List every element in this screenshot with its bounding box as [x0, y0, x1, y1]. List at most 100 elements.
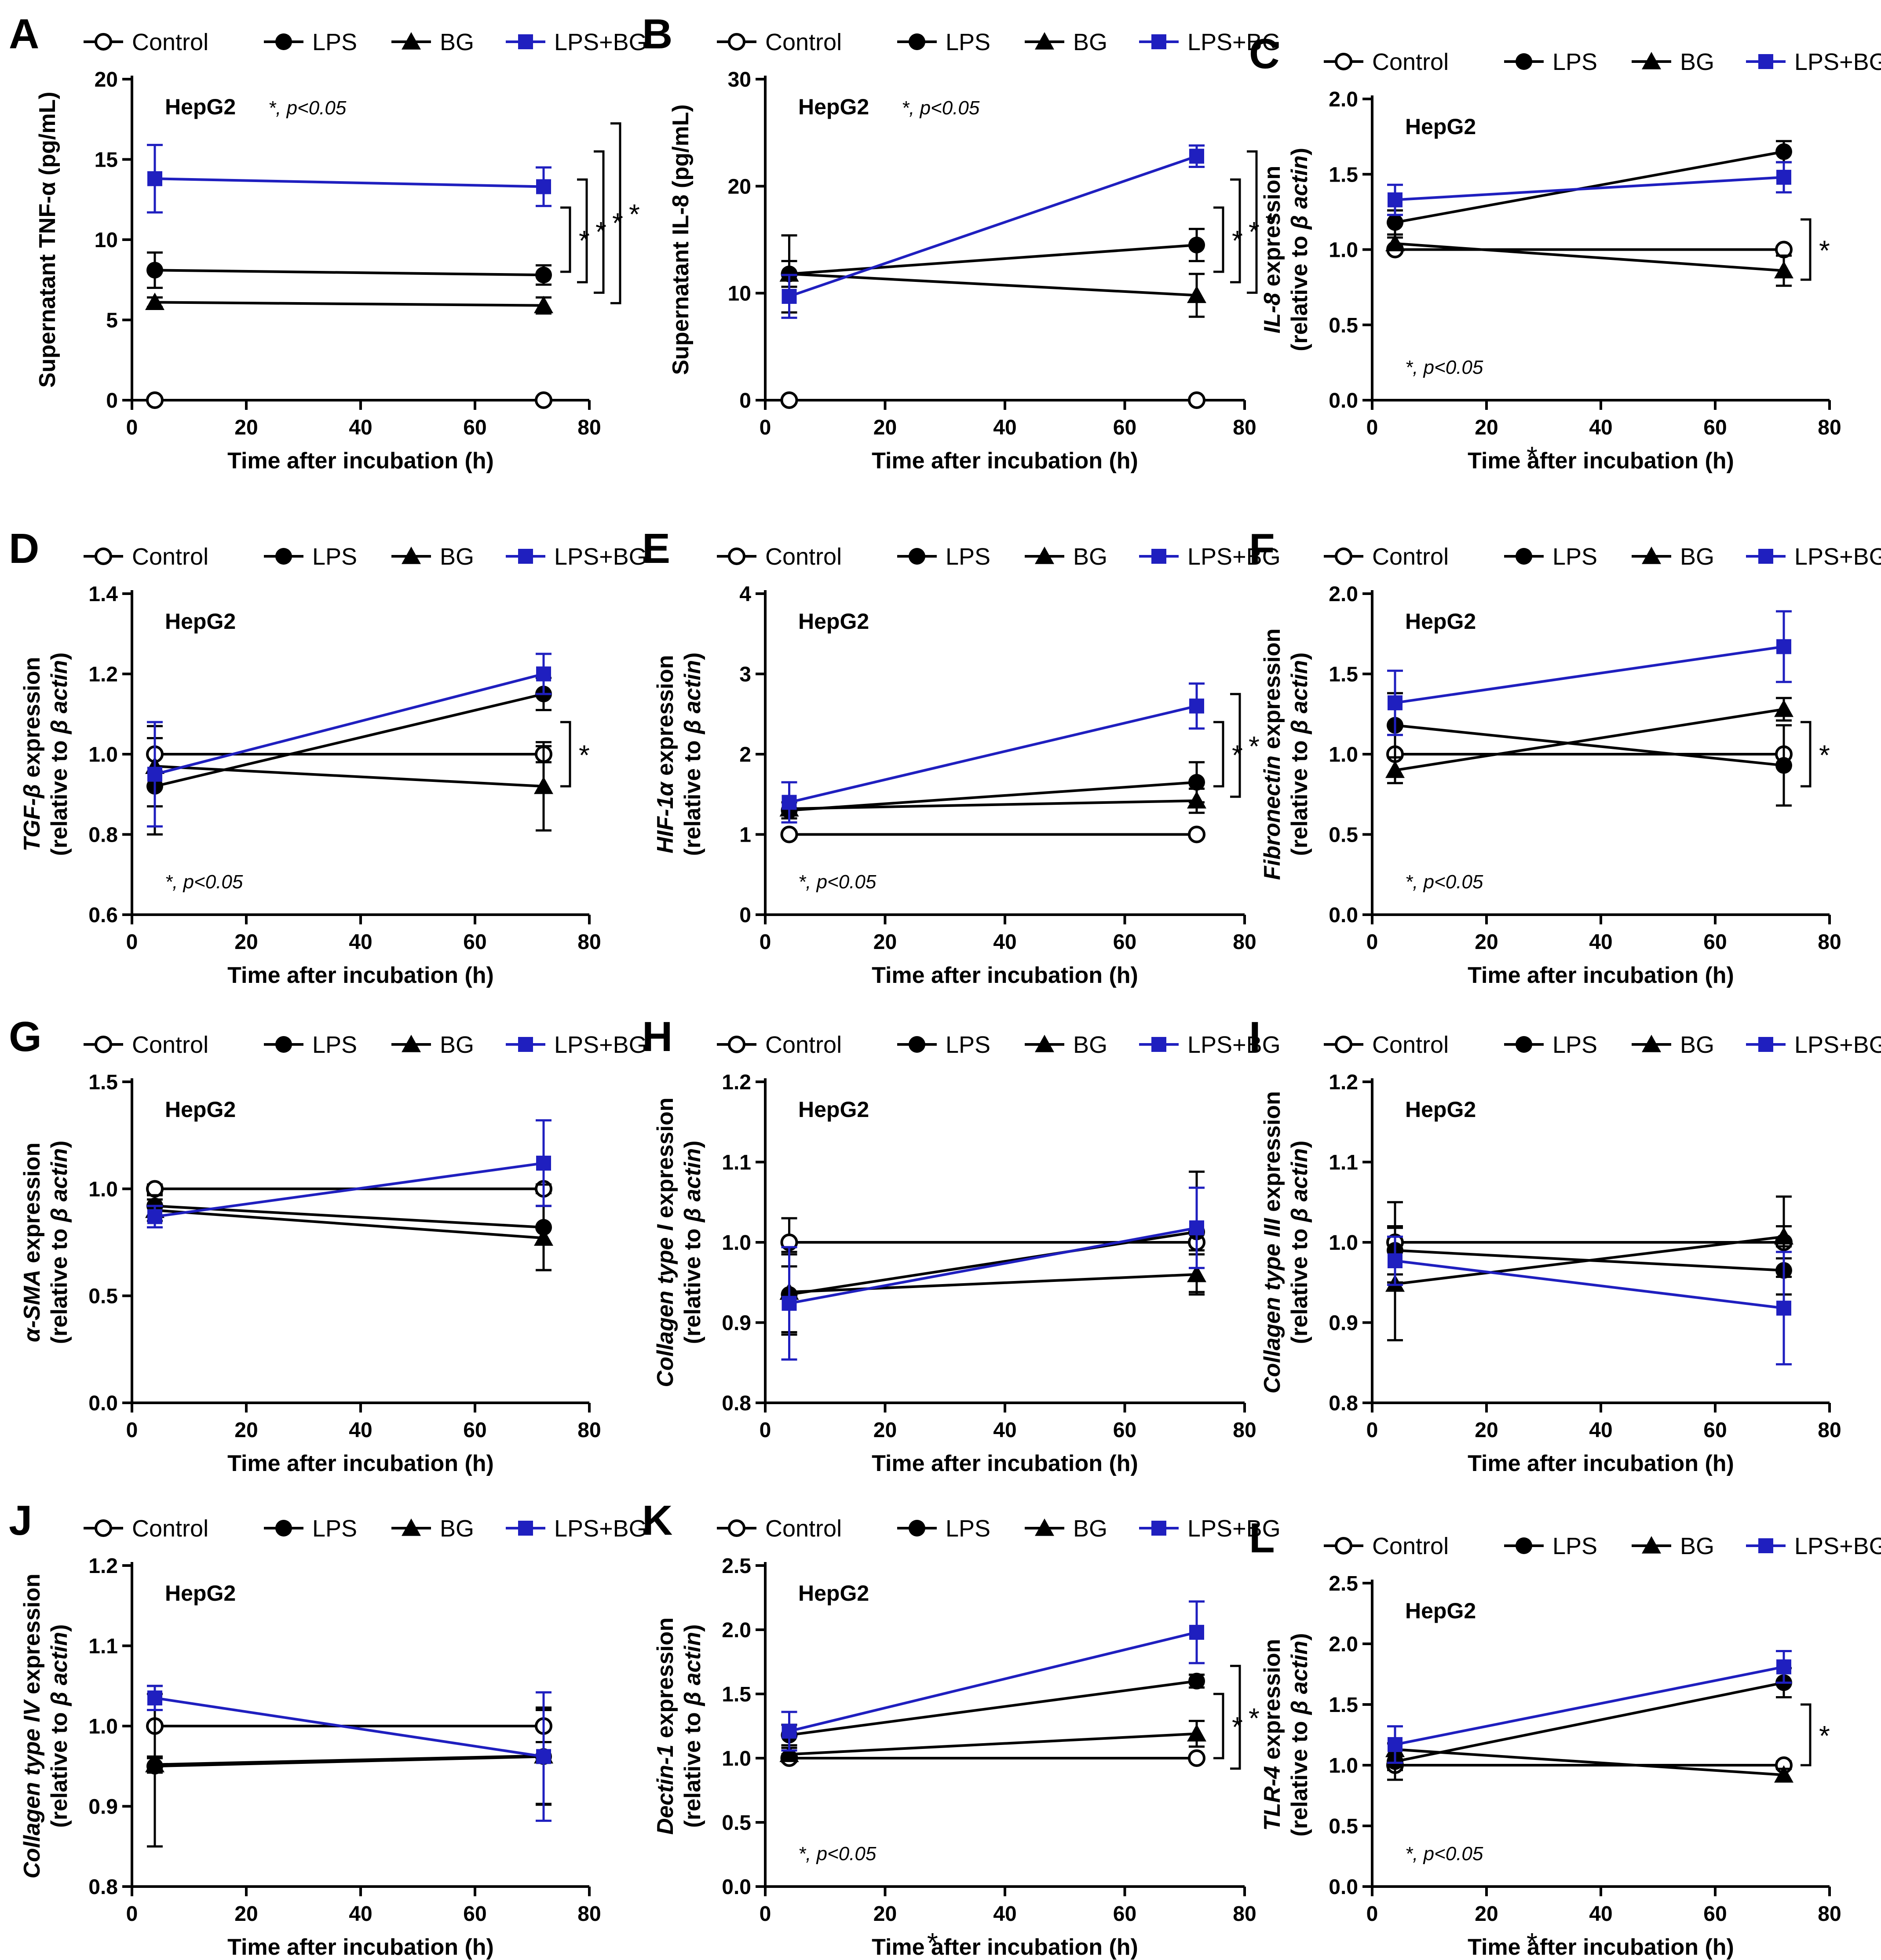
x-tick-label: 0 — [1366, 931, 1378, 954]
series-line — [154, 1204, 544, 1229]
legend-marker — [1516, 548, 1532, 565]
y-axis-title-part: expression — [19, 1142, 45, 1270]
legend-marker — [518, 1037, 533, 1052]
series-lps-bg — [147, 1119, 552, 1229]
legend-label: LPS — [312, 1515, 357, 1542]
y-axis-subtitle-part: (relative to — [47, 1222, 72, 1344]
y-axis-subtitle-part: β actin — [680, 660, 705, 735]
series-bg — [779, 787, 1206, 817]
y-axis-subtitle-part: ) — [47, 1141, 72, 1148]
x-tick-label: 80 — [577, 416, 601, 439]
legend-label: LPS — [1552, 49, 1597, 75]
series-line — [789, 1273, 1197, 1294]
y-tick-label: 0.8 — [722, 1392, 751, 1415]
significance-bracket — [560, 206, 571, 273]
series-line — [1395, 708, 1784, 772]
x-tick-label: 40 — [349, 1902, 372, 1926]
legend-label: Control — [1372, 544, 1449, 570]
y-axis-title: Supernatant TNF-α (pg/mL) — [35, 91, 60, 387]
significance-star: * — [1527, 441, 1538, 472]
y-axis-title: Dectin-1 expression — [653, 1617, 678, 1835]
series-line — [1395, 1665, 1784, 1746]
legend-label: LPS — [1552, 1032, 1597, 1058]
significance-star: * — [1265, 207, 1276, 239]
legend-label: BG — [1680, 49, 1714, 75]
significance-bracket — [1230, 693, 1241, 798]
x-tick-label: 60 — [1113, 931, 1136, 954]
data-point — [1774, 261, 1793, 279]
legend-label: BG — [1680, 544, 1714, 570]
data-point — [534, 296, 553, 314]
y-tick-label: 1.4 — [88, 583, 118, 606]
x-tick-label: 60 — [1113, 1902, 1136, 1926]
y-axis-title: Fibronectin expression — [1260, 628, 1285, 880]
y-tick-label: 0.0 — [88, 1392, 118, 1415]
x-axis-title: Time after incubation (h) — [1468, 1451, 1734, 1476]
series-lps-bg — [781, 1186, 1205, 1361]
significance-star: * — [1249, 1702, 1260, 1734]
legend-marker — [1035, 32, 1054, 50]
y-tick-label: 0.8 — [1329, 1392, 1358, 1415]
y-tick-label: 20 — [95, 68, 118, 91]
series-lps-bg — [781, 1600, 1205, 1752]
y-axis-title-part: Dectin-1 — [653, 1745, 678, 1835]
y-tick-label: 0.0 — [1329, 389, 1358, 412]
series-lps-bg — [147, 653, 552, 828]
data-point — [147, 1690, 162, 1706]
y-axis-subtitle-part: ) — [47, 1624, 72, 1632]
legend-label: BG — [1073, 544, 1107, 570]
significance-note: *, p<0.05 — [268, 97, 347, 119]
data-point — [536, 1749, 551, 1764]
y-tick-label: 1.5 — [1329, 1694, 1358, 1717]
significance-star: * — [1232, 1711, 1243, 1743]
y-tick-label: 2.0 — [1329, 1633, 1358, 1656]
y-axis-subtitle-part: β actin — [1287, 1148, 1312, 1223]
legend-label: LPS+BG — [1187, 29, 1281, 55]
data-point — [780, 825, 798, 843]
legend-label: LPS+BG — [1794, 49, 1881, 75]
significance-star: * — [1527, 1927, 1538, 1959]
y-tick-label: 15 — [95, 149, 118, 172]
y-axis-title: Collagen type IV expression — [19, 1573, 45, 1879]
legend-marker — [1758, 549, 1773, 564]
data-point — [1776, 170, 1791, 185]
significance-star: * — [1819, 739, 1830, 771]
data-point — [782, 288, 797, 304]
legend-label: BG — [1073, 1032, 1107, 1058]
x-tick-label: 60 — [463, 416, 486, 439]
x-tick-label: 20 — [1475, 416, 1498, 439]
data-point — [1187, 1724, 1206, 1742]
x-tick-label: 40 — [349, 931, 372, 954]
data-point — [1385, 760, 1405, 778]
series-control — [780, 391, 1205, 409]
significance-note: *, p<0.05 — [798, 1843, 877, 1865]
y-axis-subtitle: (relative to β actin) — [1287, 653, 1312, 856]
series-line — [789, 781, 1197, 812]
significance-bracket — [1213, 206, 1224, 273]
y-tick-label: 0.5 — [1329, 314, 1358, 337]
series-line — [789, 1631, 1197, 1733]
legend-marker — [1516, 1537, 1532, 1554]
series-lps — [146, 677, 552, 836]
y-axis-title: TLR-4 expression — [1260, 1639, 1285, 1831]
y-axis-subtitle-part: (relative to — [1287, 1222, 1312, 1344]
y-axis-title: IL-8 expression — [1260, 166, 1285, 333]
data-point — [1188, 237, 1205, 254]
x-tick-label: 60 — [463, 1419, 486, 1442]
series-line — [154, 1209, 544, 1240]
series-lps-bg — [147, 1685, 552, 1822]
data-point — [1387, 214, 1403, 231]
series-line — [1395, 242, 1784, 272]
series-line — [789, 1732, 1197, 1756]
legend-marker — [95, 33, 112, 51]
y-tick-label: 1.0 — [88, 1715, 118, 1738]
x-axis-title: Time after incubation (h) — [1468, 1934, 1734, 1960]
legend-label: Control — [1372, 1032, 1449, 1058]
legend-label: BG — [1073, 29, 1107, 55]
significance-note: *, p<0.05 — [798, 871, 877, 893]
x-tick-label: 20 — [873, 1902, 897, 1926]
legend-label: Control — [765, 1032, 842, 1058]
significance-bracket — [594, 150, 605, 294]
panel-c: C Control LPS BG LPS+BG 0.0 0.5 1.0 1.5 2.0 0 20 40 6… — [1249, 30, 1881, 474]
y-tick-label: 0.6 — [88, 904, 118, 927]
